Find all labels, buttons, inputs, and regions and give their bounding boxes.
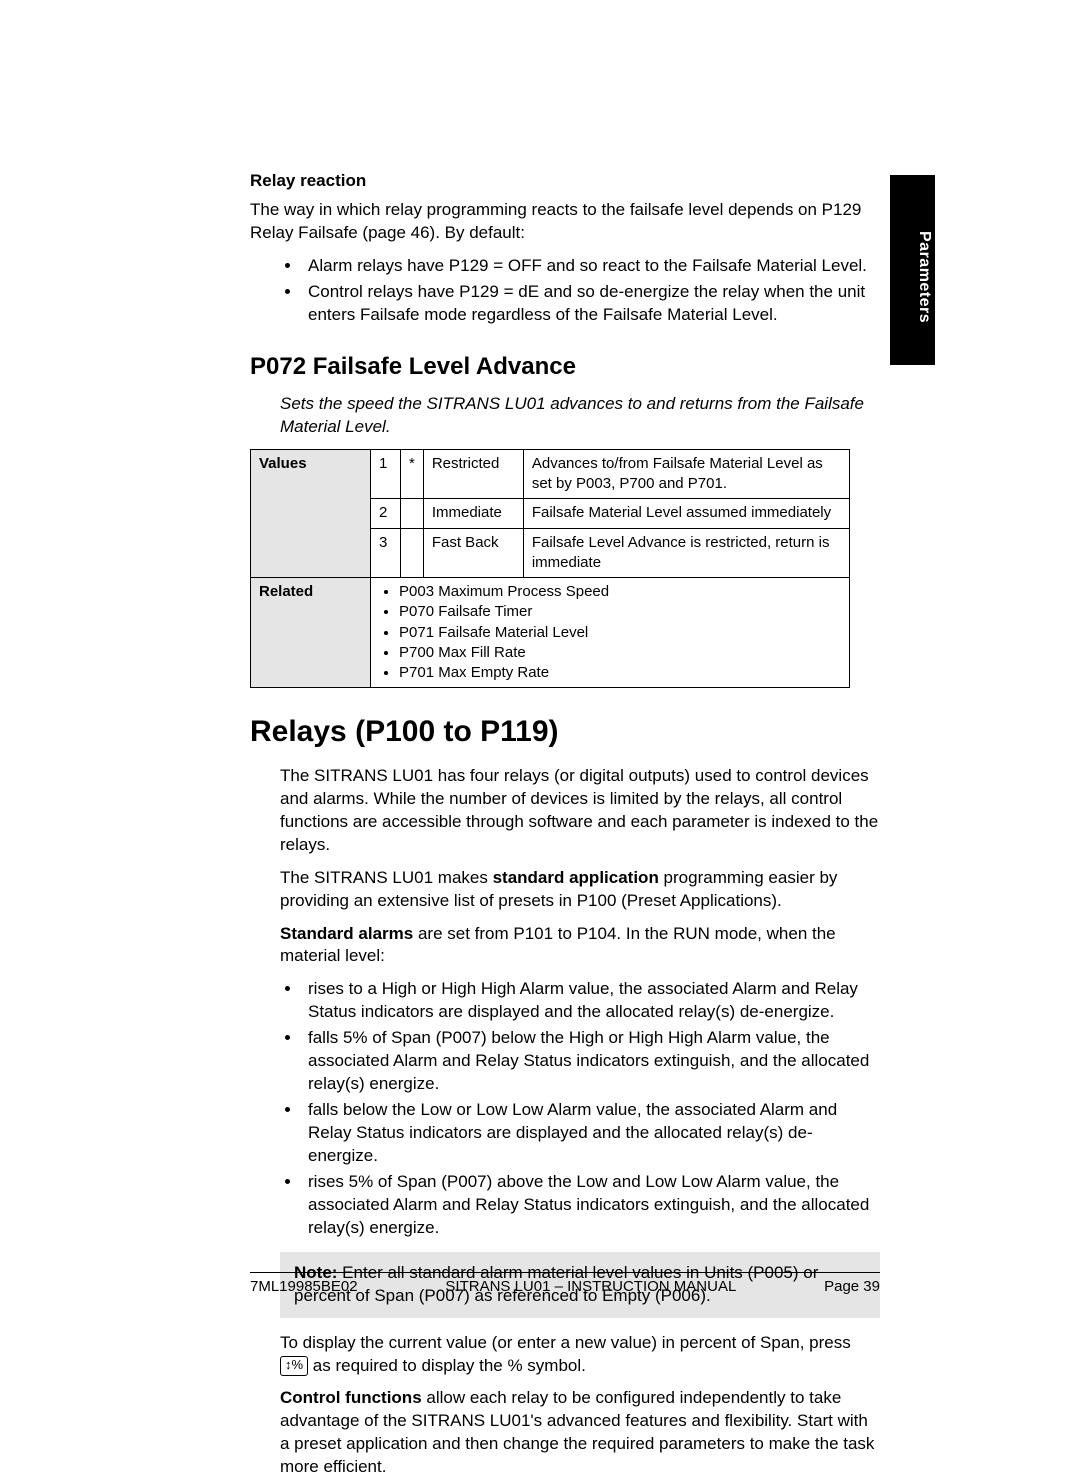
- page-content: Relay reaction The way in which relay pr…: [0, 0, 1080, 1479]
- cell-desc: Failsafe Material Level assumed immediat…: [523, 499, 849, 528]
- list-item: P071 Failsafe Material Level: [399, 623, 841, 643]
- text: To display the current value (or enter a…: [280, 1333, 851, 1352]
- relays-p2: The SITRANS LU01 makes standard applicat…: [280, 867, 880, 913]
- footer-page: Page 39: [824, 1277, 880, 1297]
- cell-name: Immediate: [423, 499, 523, 528]
- relays-heading: Relays (P100 to P119): [250, 712, 880, 753]
- related-label: Related: [251, 578, 371, 688]
- cell-desc: Advances to/from Failsafe Material Level…: [523, 449, 849, 499]
- cell-num: 2: [371, 499, 401, 528]
- list-item: P700 Max Fill Rate: [399, 643, 841, 663]
- text-bold: Standard alarms: [280, 924, 413, 943]
- text-bold: Control functions: [280, 1388, 422, 1407]
- cell-name: Fast Back: [423, 528, 523, 578]
- p072-desc: Sets the speed the SITRANS LU01 advances…: [280, 393, 880, 439]
- values-label: Values: [251, 449, 371, 577]
- p072-heading: P072 Failsafe Level Advance: [250, 351, 880, 383]
- relays-p1: The SITRANS LU01 has four relays (or dig…: [280, 765, 880, 857]
- list-item: P701 Max Empty Rate: [399, 663, 841, 683]
- list-item: P003 Maximum Process Speed: [399, 582, 841, 602]
- footer-title: SITRANS LU01 – INSTRUCTION MANUAL: [445, 1277, 736, 1297]
- cell-num: 3: [371, 528, 401, 578]
- cell-star: [401, 499, 424, 528]
- list-item: falls 5% of Span (P007) below the High o…: [302, 1027, 880, 1096]
- relay-reaction-para: The way in which relay programming react…: [250, 199, 880, 245]
- relays-p5: Control functions allow each relay to be…: [280, 1387, 880, 1479]
- relays-p3: Standard alarms are set from P101 to P10…: [280, 923, 880, 969]
- text-bold: standard application: [493, 868, 659, 887]
- relay-reaction-heading: Relay reaction: [250, 170, 880, 193]
- list-item: P070 Failsafe Timer: [399, 602, 841, 622]
- table-row: Values 1 * Restricted Advances to/from F…: [251, 449, 850, 499]
- page-footer: 7ML19985BE02 SITRANS LU01 – INSTRUCTION …: [250, 1272, 880, 1297]
- cell-num: 1: [371, 449, 401, 499]
- relay-reaction-bullets: Alarm relays have P129 = OFF and so reac…: [250, 255, 880, 327]
- cell-desc: Failsafe Level Advance is restricted, re…: [523, 528, 849, 578]
- cell-name: Restricted: [423, 449, 523, 499]
- cell-star: [401, 528, 424, 578]
- text: The SITRANS LU01 makes: [280, 868, 493, 887]
- p072-table: Values 1 * Restricted Advances to/from F…: [250, 449, 850, 689]
- list-item: rises 5% of Span (P007) above the Low an…: [302, 1171, 880, 1240]
- related-cell: P003 Maximum Process Speed P070 Failsafe…: [371, 578, 850, 688]
- list-item: falls below the Low or Low Low Alarm val…: [302, 1099, 880, 1168]
- percent-key-icon: ↕%: [280, 1356, 308, 1376]
- footer-doc-id: 7ML19985BE02: [250, 1277, 358, 1297]
- list-item: Control relays have P129 = dE and so de-…: [302, 281, 880, 327]
- cell-star: *: [401, 449, 424, 499]
- text: as required to display the % symbol.: [308, 1356, 586, 1375]
- table-row: Related P003 Maximum Process Speed P070 …: [251, 578, 850, 688]
- relays-p4: To display the current value (or enter a…: [280, 1332, 880, 1378]
- list-item: Alarm relays have P129 = OFF and so reac…: [302, 255, 880, 278]
- relays-bullets: rises to a High or High High Alarm value…: [250, 978, 880, 1239]
- list-item: rises to a High or High High Alarm value…: [302, 978, 880, 1024]
